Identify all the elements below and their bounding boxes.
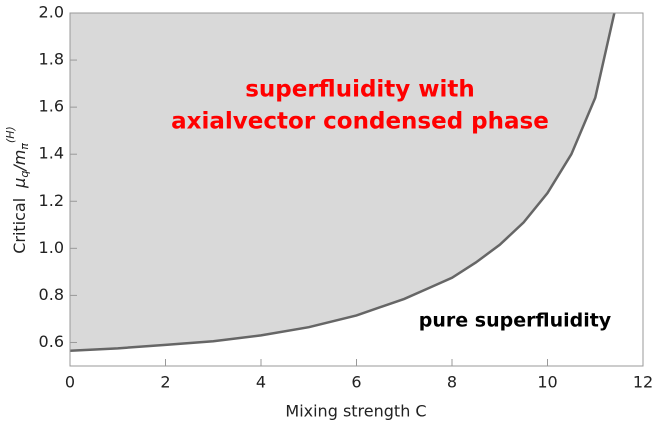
x-tick-label: 10 (537, 373, 557, 392)
annotation: pure superfluidity (419, 310, 612, 332)
y-tick-label: 0.8 (39, 285, 64, 304)
y-label-sub: q (18, 171, 31, 178)
x-tick-label: 4 (256, 373, 266, 392)
annotation: superfluidity with (245, 77, 475, 103)
x-tick-label: 6 (351, 373, 361, 392)
y-tick-label: 1.0 (39, 238, 64, 257)
y-tick-label: 2.0 (39, 3, 64, 22)
y-label-sup: (H) (4, 126, 17, 143)
y-tick-label: 0.6 (39, 332, 64, 351)
y-label-text: Critical (10, 198, 29, 254)
x-tick-label: 12 (633, 373, 653, 392)
y-label-sub: π (18, 143, 31, 150)
x-tick-label: 2 (160, 373, 170, 392)
y-tick-label: 1.4 (39, 144, 64, 163)
x-axis-label: Mixing strength C (285, 402, 426, 421)
boundary-line (69, 12, 616, 352)
region-fill (70, 13, 615, 351)
annotation: axialvector condensed phase (171, 109, 549, 135)
x-tick-label: 8 (447, 373, 457, 392)
y-label-mu: μ (10, 178, 29, 189)
y-tick-label: 1.8 (39, 50, 64, 69)
y-tick-label: 1.6 (39, 97, 64, 116)
x-tick-label: 0 (65, 373, 75, 392)
y-axis-label: Critical μq/mπ(H) (4, 126, 31, 254)
y-tick-label: 1.2 (39, 191, 64, 210)
y-label-m: /m (10, 150, 29, 173)
